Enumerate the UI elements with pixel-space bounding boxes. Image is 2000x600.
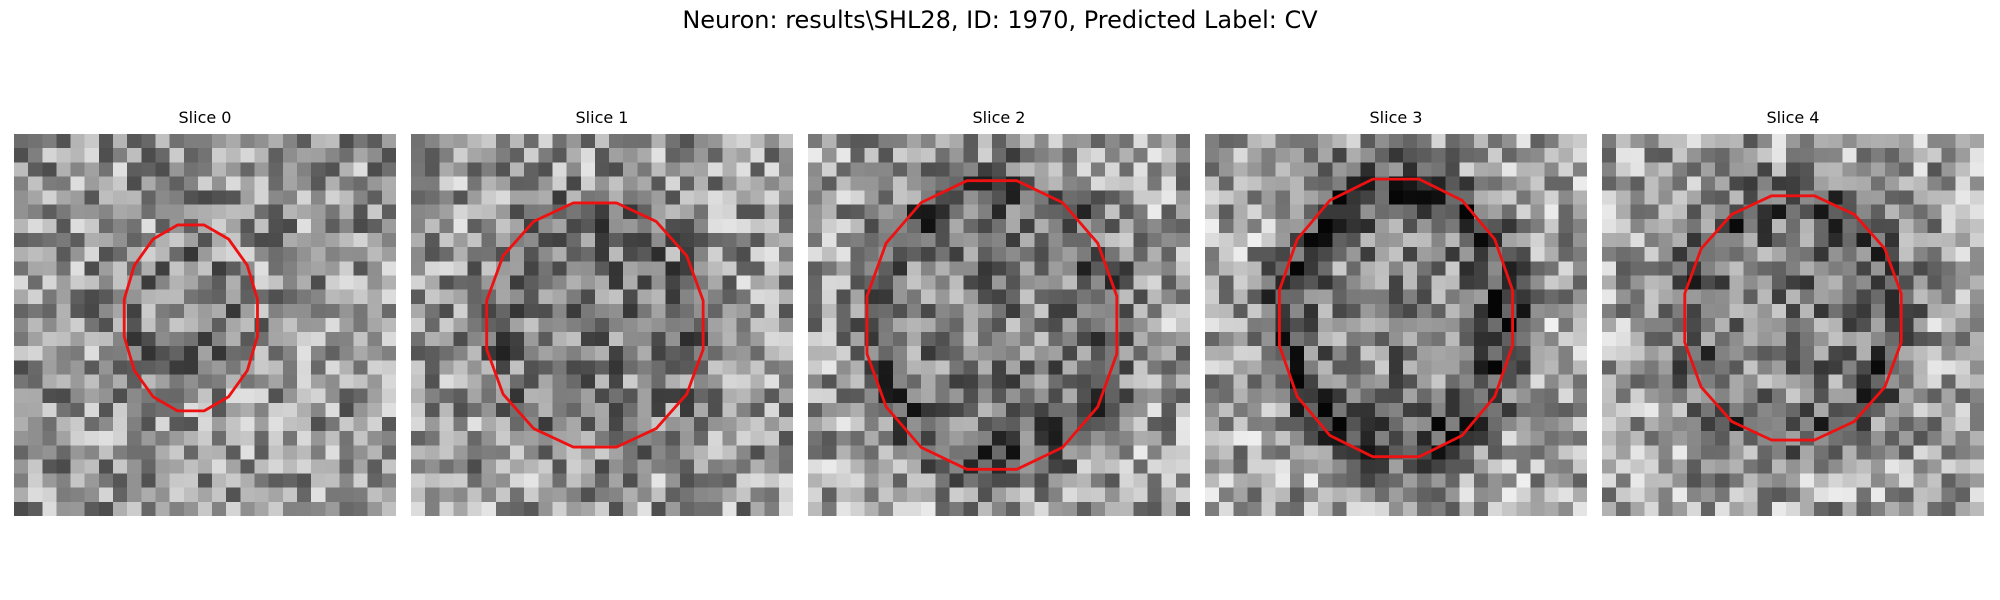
slice-panel-4: Slice 4 — [1602, 108, 1984, 518]
slice-image-0 — [14, 134, 396, 516]
roi-contour — [485, 201, 705, 449]
slice-image-2 — [808, 134, 1190, 516]
slice-title-2: Slice 2 — [972, 108, 1026, 127]
pixel-grid — [411, 134, 793, 516]
slice-panel-2: Slice 2 — [808, 108, 1190, 518]
slice-image-4 — [1602, 134, 1984, 516]
slice-panel-3: Slice 3 — [1205, 108, 1587, 518]
slice-image-3 — [1205, 134, 1587, 516]
pixel-grid — [1205, 134, 1587, 516]
slice-panel-1: Slice 1 — [411, 108, 793, 518]
pixel-grid — [1602, 134, 1984, 516]
roi-contour — [1278, 177, 1514, 459]
pixel-grid — [14, 134, 396, 516]
slice-panel-0: Slice 0 — [14, 108, 396, 518]
slice-title-4: Slice 4 — [1766, 108, 1820, 127]
slice-title-1: Slice 1 — [575, 108, 629, 127]
roi-contour — [865, 179, 1119, 471]
slice-image-1 — [411, 134, 793, 516]
roi-contour — [122, 223, 259, 413]
slice-title-0: Slice 0 — [178, 108, 232, 127]
slice-title-3: Slice 3 — [1369, 108, 1423, 127]
figure-title: Neuron: results\SHL28, ID: 1970, Predict… — [682, 6, 1318, 34]
pixel-grid — [808, 134, 1190, 516]
roi-contour — [1683, 194, 1903, 442]
